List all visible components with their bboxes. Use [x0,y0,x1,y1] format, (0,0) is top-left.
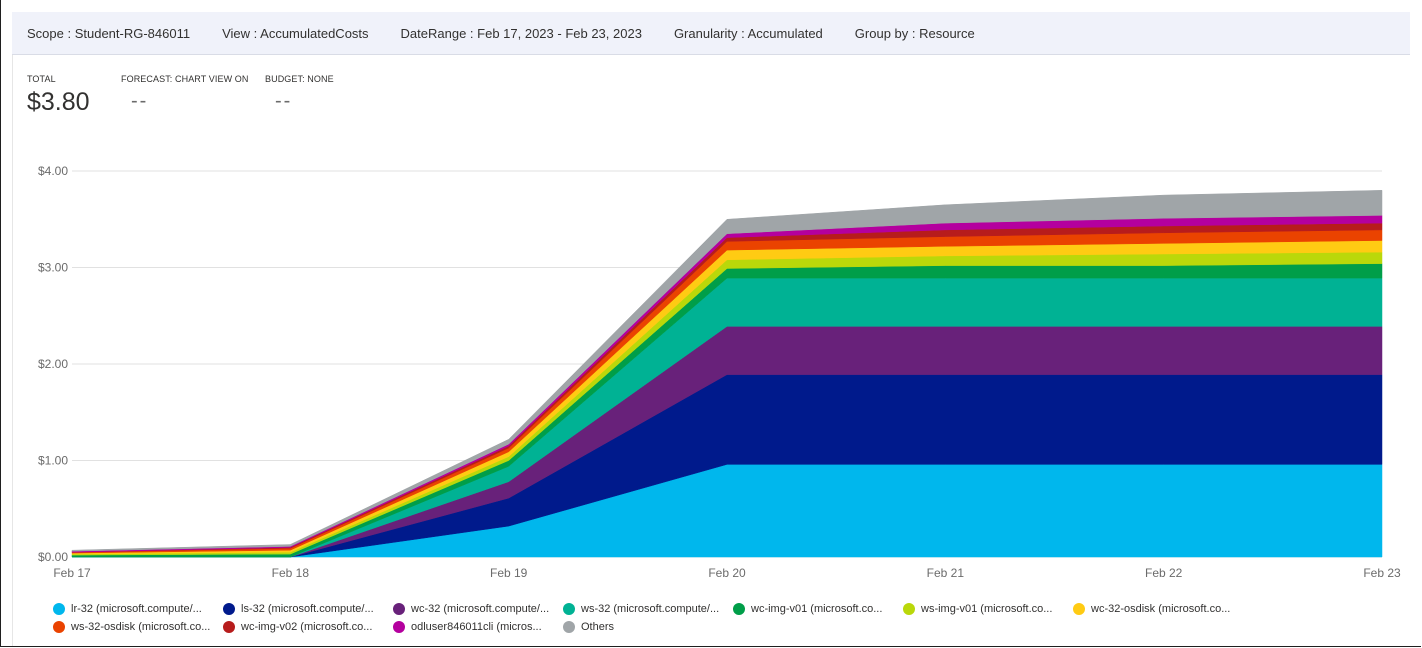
legend-item[interactable]: wc-32-osdisk (microsoft.co... [1073,603,1243,615]
budget-value: -- [275,90,293,112]
legend-item[interactable]: wc-img-v01 (microsoft.co... [733,603,903,615]
legend-label: wc-img-v02 (microsoft.co... [241,621,373,633]
x-tick-label: Feb 21 [927,566,965,580]
legend-label: odluser846011cli (micros... [411,621,542,633]
legend-label: ws-32-osdisk (microsoft.co... [71,621,211,633]
legend-swatch [53,603,65,615]
chart-legend: lr-32 (microsoft.compute/... ls-32 (micro… [53,603,1393,633]
y-tick-label: $3.00 [38,261,68,275]
legend-swatch [393,621,405,633]
total-label: TOTAL [27,74,56,84]
legend-label: lr-32 (microsoft.compute/... [71,603,202,615]
x-tick-label: Feb 19 [490,566,528,580]
x-tick-label: Feb 20 [708,566,746,580]
panel-divider [12,55,13,646]
filter-bar: Scope : Student-RG-846011 View : Accumul… [12,12,1410,55]
y-tick-label: $0.00 [38,550,68,564]
legend-swatch [53,621,65,633]
legend-item[interactable]: ls-32 (microsoft.compute/... [223,603,393,615]
budget-kpi: BUDGET: NONE -- [265,74,334,113]
legend-item[interactable]: wc-img-v02 (microsoft.co... [223,621,393,633]
legend-label: wc-32 (microsoft.compute/... [411,603,550,615]
legend-swatch [223,603,235,615]
legend-item[interactable]: wc-32 (microsoft.compute/... [393,603,563,615]
legend-swatch [1073,603,1085,615]
legend-swatch [393,603,405,615]
legend-label: wc-img-v01 (microsoft.co... [751,603,883,615]
x-tick-label: Feb 17 [53,566,91,580]
legend-item[interactable]: odluser846011cli (micros... [393,621,563,633]
legend-label: Others [581,621,615,633]
legend-item[interactable]: ws-32 (microsoft.compute/... [563,603,733,615]
legend-item[interactable]: lr-32 (microsoft.compute/... [53,603,223,615]
granularity-filter[interactable]: Granularity : Accumulated [673,25,823,41]
x-tick-label: Feb 23 [1363,566,1401,580]
budget-label: BUDGET: NONE [265,74,334,84]
series-area-10[interactable] [71,190,1383,552]
legend-label: wc-32-osdisk (microsoft.co... [1091,603,1231,615]
view-filter[interactable]: View : AccumulatedCosts [222,25,369,41]
scope-filter[interactable]: Scope : Student-RG-846011 [27,25,191,41]
legend-swatch [223,621,235,633]
x-tick-label: Feb 22 [1145,566,1183,580]
forecast-value: -- [131,90,149,112]
legend-label: ls-32 (microsoft.compute/... [241,603,374,615]
legend-swatch [903,603,915,615]
series-area-0[interactable] [72,464,1383,558]
y-tick-label: $2.00 [38,357,68,371]
group-by-filter[interactable]: Group by : Resource [854,25,975,41]
legend-item[interactable]: ws-img-v01 (microsoft.co... [903,603,1073,615]
forecast-kpi: FORECAST: CHART VIEW ON -- [121,74,248,113]
x-tick-label: Feb 18 [272,566,310,580]
total-kpi: TOTAL $3.80 [27,74,90,117]
y-tick-label: $4.00 [38,164,68,178]
legend-item[interactable]: ws-32-osdisk (microsoft.co... [53,621,223,633]
accumulated-cost-chart: $0.00 $1.00 $2.00 $3.00 $4.00 Feb 17 Feb 18 Feb… [38,164,1401,580]
legend-label: ws-32 (microsoft.compute/... [581,603,720,615]
legend-swatch [563,621,575,633]
forecast-label: FORECAST: CHART VIEW ON [121,74,249,84]
y-tick-label: $1.00 [38,454,68,468]
legend-swatch [733,603,745,615]
date-range-filter[interactable]: DateRange : Feb 17, 2023 - Feb 23, 2023 [400,25,642,41]
total-value: $3.80 [27,88,90,116]
legend-label: ws-img-v01 (microsoft.co... [921,603,1053,615]
legend-item[interactable]: Others [563,621,733,633]
legend-swatch [563,603,575,615]
